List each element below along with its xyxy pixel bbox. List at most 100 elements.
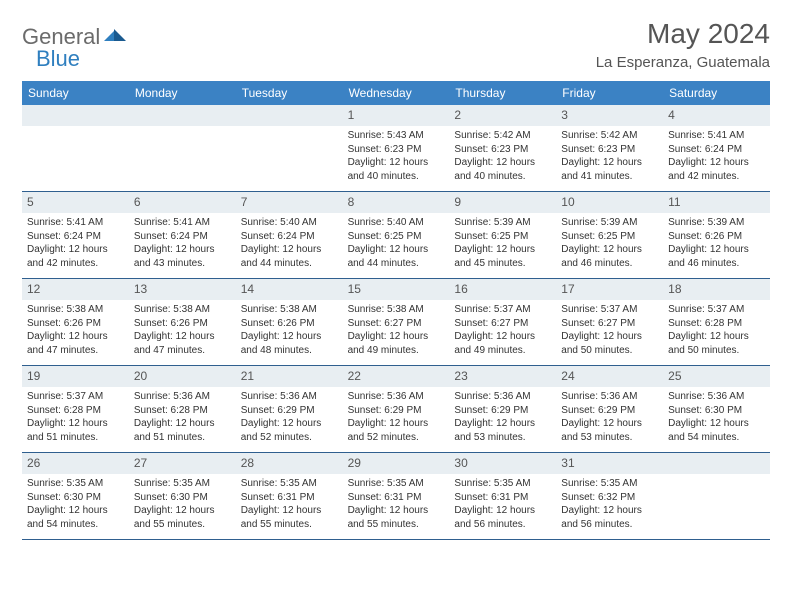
day-cell — [663, 453, 770, 539]
day-number: 13 — [129, 279, 236, 300]
daylight-line: Daylight: 12 hours and 55 minutes. — [241, 504, 338, 531]
logo-icon — [104, 27, 126, 48]
header: General May 2024 La Esperanza, Guatemala — [22, 18, 770, 71]
day-number: 23 — [449, 366, 556, 387]
day-number: 27 — [129, 453, 236, 474]
sunrise-line: Sunrise: 5:41 AM — [134, 216, 231, 230]
logo-line2: Blue — [36, 40, 80, 72]
sunrise-line: Sunrise: 5:39 AM — [561, 216, 658, 230]
day-body: Sunrise: 5:37 AMSunset: 6:28 PMDaylight:… — [663, 300, 770, 362]
day-cell: 15Sunrise: 5:38 AMSunset: 6:27 PMDayligh… — [343, 279, 450, 365]
daylight-line: Daylight: 12 hours and 51 minutes. — [134, 417, 231, 444]
logo-text-2: Blue — [36, 46, 80, 72]
day-cell: 24Sunrise: 5:36 AMSunset: 6:29 PMDayligh… — [556, 366, 663, 452]
day-cell: 9Sunrise: 5:39 AMSunset: 6:25 PMDaylight… — [449, 192, 556, 278]
day-cell: 10Sunrise: 5:39 AMSunset: 6:25 PMDayligh… — [556, 192, 663, 278]
day-body: Sunrise: 5:41 AMSunset: 6:24 PMDaylight:… — [129, 213, 236, 275]
sunset-line: Sunset: 6:26 PM — [134, 317, 231, 331]
sunset-line: Sunset: 6:29 PM — [241, 404, 338, 418]
day-cell: 19Sunrise: 5:37 AMSunset: 6:28 PMDayligh… — [22, 366, 129, 452]
day-body: Sunrise: 5:42 AMSunset: 6:23 PMDaylight:… — [556, 126, 663, 188]
sunset-line: Sunset: 6:23 PM — [454, 143, 551, 157]
sunset-line: Sunset: 6:27 PM — [454, 317, 551, 331]
day-cell: 4Sunrise: 5:41 AMSunset: 6:24 PMDaylight… — [663, 105, 770, 191]
sunrise-line: Sunrise: 5:39 AM — [668, 216, 765, 230]
sunrise-line: Sunrise: 5:37 AM — [27, 390, 124, 404]
daylight-line: Daylight: 12 hours and 50 minutes. — [668, 330, 765, 357]
day-body: Sunrise: 5:39 AMSunset: 6:26 PMDaylight:… — [663, 213, 770, 275]
day-body: Sunrise: 5:40 AMSunset: 6:25 PMDaylight:… — [343, 213, 450, 275]
sunrise-line: Sunrise: 5:37 AM — [668, 303, 765, 317]
day-body: Sunrise: 5:35 AMSunset: 6:30 PMDaylight:… — [129, 474, 236, 536]
daylight-line: Daylight: 12 hours and 53 minutes. — [454, 417, 551, 444]
weekday-tuesday: Tuesday — [236, 81, 343, 105]
day-body: Sunrise: 5:36 AMSunset: 6:29 PMDaylight:… — [236, 387, 343, 449]
sunset-line: Sunset: 6:28 PM — [27, 404, 124, 418]
day-body: Sunrise: 5:38 AMSunset: 6:26 PMDaylight:… — [129, 300, 236, 362]
day-number: 4 — [663, 105, 770, 126]
day-body: Sunrise: 5:37 AMSunset: 6:27 PMDaylight:… — [556, 300, 663, 362]
daylight-line: Daylight: 12 hours and 40 minutes. — [348, 156, 445, 183]
day-cell: 6Sunrise: 5:41 AMSunset: 6:24 PMDaylight… — [129, 192, 236, 278]
sunset-line: Sunset: 6:31 PM — [348, 491, 445, 505]
day-cell: 27Sunrise: 5:35 AMSunset: 6:30 PMDayligh… — [129, 453, 236, 539]
weekday-header-row: SundayMondayTuesdayWednesdayThursdayFrid… — [22, 81, 770, 105]
day-cell: 30Sunrise: 5:35 AMSunset: 6:31 PMDayligh… — [449, 453, 556, 539]
day-body: Sunrise: 5:40 AMSunset: 6:24 PMDaylight:… — [236, 213, 343, 275]
day-body: Sunrise: 5:43 AMSunset: 6:23 PMDaylight:… — [343, 126, 450, 188]
sunrise-line: Sunrise: 5:43 AM — [348, 129, 445, 143]
month-title: May 2024 — [596, 18, 770, 50]
sunrise-line: Sunrise: 5:38 AM — [241, 303, 338, 317]
sunset-line: Sunset: 6:24 PM — [134, 230, 231, 244]
sunset-line: Sunset: 6:25 PM — [561, 230, 658, 244]
day-cell: 13Sunrise: 5:38 AMSunset: 6:26 PMDayligh… — [129, 279, 236, 365]
sunset-line: Sunset: 6:28 PM — [134, 404, 231, 418]
daylight-line: Daylight: 12 hours and 45 minutes. — [454, 243, 551, 270]
day-body: Sunrise: 5:39 AMSunset: 6:25 PMDaylight:… — [556, 213, 663, 275]
sunrise-line: Sunrise: 5:35 AM — [134, 477, 231, 491]
day-body — [236, 126, 343, 186]
day-number: 21 — [236, 366, 343, 387]
day-number: 20 — [129, 366, 236, 387]
daylight-line: Daylight: 12 hours and 56 minutes. — [561, 504, 658, 531]
day-cell: 21Sunrise: 5:36 AMSunset: 6:29 PMDayligh… — [236, 366, 343, 452]
sunrise-line: Sunrise: 5:41 AM — [27, 216, 124, 230]
sunset-line: Sunset: 6:25 PM — [348, 230, 445, 244]
sunset-line: Sunset: 6:29 PM — [348, 404, 445, 418]
day-number: 19 — [22, 366, 129, 387]
day-body: Sunrise: 5:41 AMSunset: 6:24 PMDaylight:… — [22, 213, 129, 275]
daylight-line: Daylight: 12 hours and 54 minutes. — [668, 417, 765, 444]
day-number: 28 — [236, 453, 343, 474]
sunset-line: Sunset: 6:30 PM — [668, 404, 765, 418]
day-cell: 16Sunrise: 5:37 AMSunset: 6:27 PMDayligh… — [449, 279, 556, 365]
day-body: Sunrise: 5:37 AMSunset: 6:27 PMDaylight:… — [449, 300, 556, 362]
day-number: 16 — [449, 279, 556, 300]
sunset-line: Sunset: 6:24 PM — [27, 230, 124, 244]
day-cell: 17Sunrise: 5:37 AMSunset: 6:27 PMDayligh… — [556, 279, 663, 365]
week-row: 19Sunrise: 5:37 AMSunset: 6:28 PMDayligh… — [22, 366, 770, 453]
sunrise-line: Sunrise: 5:42 AM — [454, 129, 551, 143]
daylight-line: Daylight: 12 hours and 56 minutes. — [454, 504, 551, 531]
weekday-wednesday: Wednesday — [343, 81, 450, 105]
sunrise-line: Sunrise: 5:35 AM — [27, 477, 124, 491]
sunset-line: Sunset: 6:30 PM — [134, 491, 231, 505]
day-body: Sunrise: 5:38 AMSunset: 6:26 PMDaylight:… — [236, 300, 343, 362]
day-body: Sunrise: 5:41 AMSunset: 6:24 PMDaylight:… — [663, 126, 770, 188]
day-number: 18 — [663, 279, 770, 300]
day-cell: 26Sunrise: 5:35 AMSunset: 6:30 PMDayligh… — [22, 453, 129, 539]
weeks-container: 1Sunrise: 5:43 AMSunset: 6:23 PMDaylight… — [22, 105, 770, 540]
day-body: Sunrise: 5:38 AMSunset: 6:27 PMDaylight:… — [343, 300, 450, 362]
day-number: 17 — [556, 279, 663, 300]
day-cell — [129, 105, 236, 191]
day-number — [129, 105, 236, 126]
day-cell: 23Sunrise: 5:36 AMSunset: 6:29 PMDayligh… — [449, 366, 556, 452]
sunset-line: Sunset: 6:31 PM — [454, 491, 551, 505]
sunrise-line: Sunrise: 5:40 AM — [348, 216, 445, 230]
day-cell: 8Sunrise: 5:40 AMSunset: 6:25 PMDaylight… — [343, 192, 450, 278]
day-number: 7 — [236, 192, 343, 213]
day-body: Sunrise: 5:36 AMSunset: 6:29 PMDaylight:… — [343, 387, 450, 449]
sunrise-line: Sunrise: 5:36 AM — [241, 390, 338, 404]
day-number: 5 — [22, 192, 129, 213]
day-body — [129, 126, 236, 186]
sunset-line: Sunset: 6:31 PM — [241, 491, 338, 505]
